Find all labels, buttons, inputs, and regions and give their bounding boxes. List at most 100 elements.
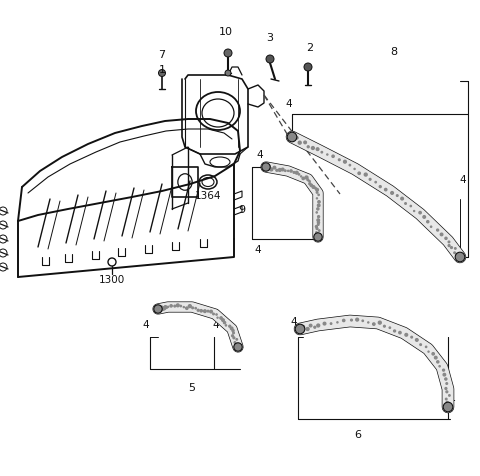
Circle shape	[316, 228, 318, 230]
Circle shape	[338, 159, 340, 161]
Circle shape	[314, 233, 322, 242]
Circle shape	[299, 174, 300, 176]
Circle shape	[316, 189, 318, 192]
Circle shape	[295, 172, 298, 175]
Circle shape	[300, 177, 301, 178]
Circle shape	[233, 332, 234, 334]
Circle shape	[448, 245, 450, 247]
Circle shape	[265, 166, 267, 168]
Circle shape	[455, 253, 465, 262]
Circle shape	[437, 229, 439, 231]
Circle shape	[316, 149, 319, 151]
Text: 4: 4	[255, 245, 261, 255]
Text: 5: 5	[189, 382, 195, 392]
Circle shape	[307, 179, 309, 181]
Circle shape	[427, 221, 429, 223]
Circle shape	[317, 208, 319, 210]
Circle shape	[231, 335, 233, 337]
Circle shape	[317, 236, 319, 239]
Circle shape	[291, 136, 293, 138]
Circle shape	[268, 166, 270, 168]
Circle shape	[154, 305, 162, 314]
Circle shape	[309, 181, 310, 183]
Circle shape	[174, 306, 176, 307]
Circle shape	[369, 179, 371, 181]
Circle shape	[319, 230, 320, 232]
Circle shape	[262, 163, 270, 172]
Circle shape	[158, 70, 166, 77]
Circle shape	[220, 317, 222, 319]
Circle shape	[420, 344, 421, 346]
Circle shape	[432, 353, 434, 355]
Circle shape	[343, 320, 345, 322]
Text: 10: 10	[219, 27, 233, 37]
Circle shape	[236, 339, 238, 340]
Circle shape	[230, 327, 233, 330]
Circle shape	[364, 174, 367, 177]
Circle shape	[295, 325, 305, 334]
Circle shape	[317, 222, 320, 224]
Circle shape	[459, 256, 461, 259]
Text: 4: 4	[291, 317, 297, 327]
Text: 4: 4	[143, 319, 149, 329]
Circle shape	[316, 198, 317, 199]
Circle shape	[166, 307, 168, 308]
Circle shape	[210, 311, 212, 313]
Circle shape	[344, 161, 347, 164]
Circle shape	[321, 152, 323, 154]
Circle shape	[454, 252, 456, 254]
Circle shape	[337, 322, 338, 323]
Circle shape	[448, 242, 450, 243]
Circle shape	[401, 198, 403, 200]
Text: 1: 1	[158, 65, 166, 75]
Circle shape	[379, 186, 381, 188]
Circle shape	[224, 322, 226, 324]
Circle shape	[183, 307, 184, 308]
Circle shape	[306, 328, 309, 331]
Circle shape	[384, 189, 387, 191]
Circle shape	[232, 330, 234, 332]
Circle shape	[445, 378, 447, 380]
Circle shape	[405, 203, 407, 205]
Circle shape	[399, 332, 401, 334]
Circle shape	[310, 185, 312, 187]
Circle shape	[445, 398, 447, 400]
Circle shape	[204, 310, 206, 313]
Circle shape	[314, 327, 316, 328]
Circle shape	[285, 170, 286, 172]
Circle shape	[273, 167, 276, 169]
Circle shape	[160, 307, 163, 309]
Circle shape	[447, 406, 449, 408]
Circle shape	[440, 234, 443, 236]
Circle shape	[233, 337, 235, 339]
Circle shape	[234, 342, 236, 344]
Circle shape	[372, 323, 375, 326]
Circle shape	[315, 226, 317, 228]
Circle shape	[330, 323, 332, 325]
Circle shape	[446, 391, 448, 393]
Circle shape	[200, 310, 203, 312]
Circle shape	[425, 347, 427, 348]
Circle shape	[176, 304, 179, 307]
Circle shape	[197, 309, 199, 312]
Text: 3: 3	[266, 33, 274, 43]
Circle shape	[229, 326, 231, 327]
Circle shape	[287, 133, 297, 142]
Circle shape	[188, 305, 192, 308]
Circle shape	[270, 169, 273, 171]
Circle shape	[439, 366, 440, 367]
Circle shape	[455, 248, 456, 249]
Text: 4: 4	[286, 99, 292, 109]
Circle shape	[157, 307, 159, 309]
Circle shape	[445, 388, 447, 390]
Circle shape	[451, 247, 452, 249]
Circle shape	[170, 305, 172, 307]
Circle shape	[449, 395, 450, 397]
Circle shape	[266, 56, 274, 64]
Circle shape	[186, 307, 188, 310]
Circle shape	[299, 327, 300, 329]
Circle shape	[312, 186, 315, 189]
Circle shape	[446, 383, 447, 385]
Text: 1364: 1364	[195, 190, 221, 200]
Circle shape	[316, 192, 318, 194]
